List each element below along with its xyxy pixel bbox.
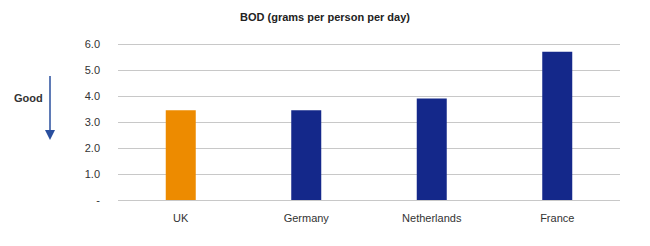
svg-text:1.0: 1.0 xyxy=(85,168,100,180)
svg-text:Netherlands: Netherlands xyxy=(402,212,462,224)
svg-text:6.0: 6.0 xyxy=(85,38,100,50)
svg-text:-: - xyxy=(96,194,100,206)
svg-text:3.0: 3.0 xyxy=(85,116,100,128)
svg-text:2.0: 2.0 xyxy=(85,142,100,154)
svg-text:5.0: 5.0 xyxy=(85,64,100,76)
svg-text:UK: UK xyxy=(173,212,189,224)
svg-text:4.0: 4.0 xyxy=(85,90,100,102)
svg-text:BOD (grams per person per day): BOD (grams per person per day) xyxy=(240,11,410,23)
svg-text:Good: Good xyxy=(14,92,43,104)
svg-text:Germany: Germany xyxy=(284,212,330,224)
svg-text:France: France xyxy=(540,212,574,224)
